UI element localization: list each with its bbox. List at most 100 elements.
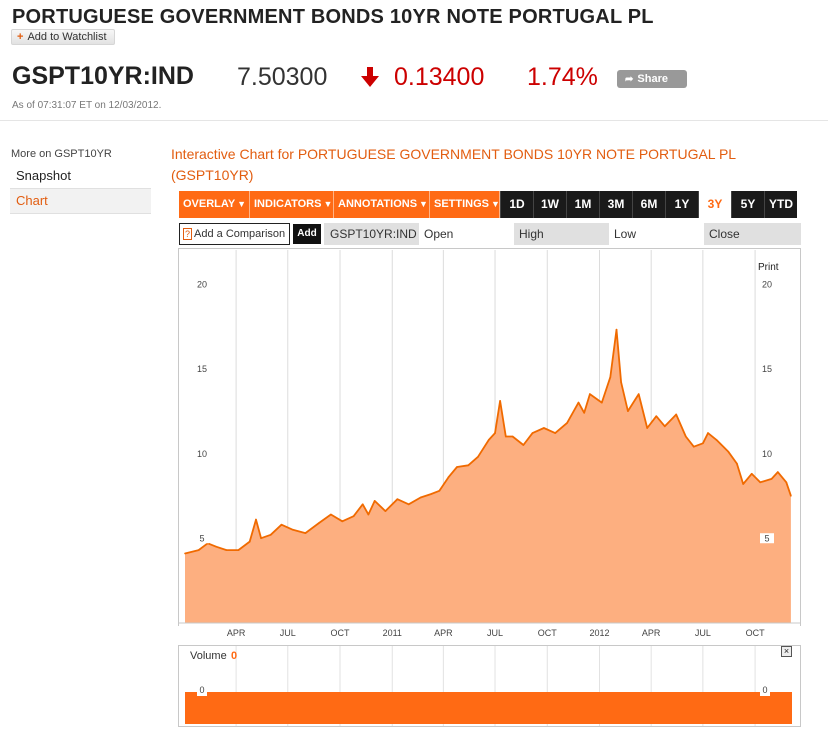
data-point [566,422,568,424]
data-point [637,393,640,395]
overlay-menu[interactable]: OVERLAY ▼ [179,191,250,218]
add-to-watchlist-button[interactable]: + Add to Watchlist [11,29,115,45]
data-point [341,520,344,523]
caret-down-icon: ▼ [491,199,500,209]
page-title: PORTUGUESE GOVERNMENT BONDS 10YR NOTE PO… [12,6,654,28]
data-point [260,537,262,540]
data-point [505,435,507,438]
comparison-symbol: GSPT10YR:IND [324,223,419,245]
y-tick-bg [760,363,774,374]
data-point [456,466,458,468]
y-tick-bg [195,278,209,289]
data-point [237,549,240,551]
share-arrow-icon: ➦ [625,74,634,85]
data-point [304,532,307,534]
volume-tick-label: 0 [199,685,204,695]
volume-tick-label: 0 [762,685,767,695]
data-point [407,503,410,506]
print-link[interactable]: Print [758,262,779,273]
range-1w[interactable]: 1W [533,191,566,218]
chart-toolbar: OVERLAY ▼ INDICATORS ▼ ANNOTATIONS ▼ SETTIN… [179,191,797,218]
caret-down-icon: ▼ [323,199,333,209]
data-point [742,483,744,485]
y-tick-label: 20 [197,279,207,289]
range-5y[interactable]: 5Y [731,191,764,218]
sidebar-item-chart[interactable]: Chart [10,189,151,214]
sidebar-item-snapshot[interactable]: Snapshot [10,164,151,189]
add-comparison-button[interactable]: Add [293,224,321,244]
settings-menu[interactable]: SETTINGS ▼ [430,191,500,218]
sidebar-heading: More on GSPT10YR [11,148,112,160]
volume-value: 0 [231,650,238,662]
y-tick-label: 10 [197,449,207,459]
y-tick-bg [195,363,209,374]
data-point [750,473,753,475]
y-tick-label: 5 [199,534,204,544]
data-point [352,515,355,517]
range-6m[interactable]: 6M [632,191,665,218]
comparison-placeholder: Add a Comparison [194,228,286,240]
data-point [777,471,779,473]
data-point [577,401,580,404]
data-point [499,400,501,402]
data-point [692,445,695,448]
last-price: 7.50300 [237,63,328,91]
y-tick-label: 15 [197,364,207,374]
data-point [184,552,186,555]
data-point [790,495,792,497]
share-button[interactable]: ➦ Share [617,70,687,88]
data-point [554,432,557,434]
annotations-label: ANNOTATIONS [338,198,418,210]
x-tick-label: OCT [538,628,558,638]
data-point [477,456,479,458]
volume-tick-bg [197,685,207,696]
data-point [715,439,718,441]
range-1d[interactable]: 1D [500,191,533,218]
percent-change: 1.74% [527,63,598,91]
data-point [430,493,432,495]
data-point [318,522,320,524]
data-point [361,503,364,506]
data-point [615,328,618,331]
data-point [707,432,709,434]
open-label: Open [424,227,454,241]
data-point [255,518,257,521]
data-point [487,439,490,441]
comparison-row: ? Add a Comparison Add GSPT10YR:IND Open … [179,223,801,245]
data-point [727,450,730,453]
volume-label: Volume [190,650,227,662]
data-point [225,549,228,551]
data-point [215,545,218,548]
data-point [759,481,762,484]
range-1y[interactable]: 1Y [665,191,698,218]
data-point [373,500,376,502]
caret-down-icon: ▼ [237,199,247,209]
close-label: Close [704,223,801,245]
indicators-menu[interactable]: INDICATORS ▼ [250,191,334,218]
range-ytd[interactable]: YTD [764,191,797,218]
data-point [330,513,332,516]
low-label: Low [614,227,637,241]
data-point [589,393,591,395]
data-point [600,401,603,404]
series-area [185,329,791,623]
data-point [646,427,649,429]
range-1m[interactable]: 1M [566,191,599,218]
y-tick-label: 10 [762,449,772,459]
share-label: Share [637,73,668,85]
data-point [609,376,612,378]
comparison-input[interactable]: ? Add a Comparison [179,223,290,245]
x-tick-label: APR [642,628,661,638]
price-chart[interactable]: 5 5 10 10 15 15 20 20 APR JUL OCT 2011 APR JUL OCT 2012… [178,248,801,648]
close-volume-icon[interactable]: × [781,646,792,657]
data-point [543,427,545,429]
y-tick-label: 20 [762,279,772,289]
range-3y[interactable]: 3Y [698,191,731,218]
caret-down-icon: ▼ [419,199,428,209]
data-point [675,413,677,416]
range-3m[interactable]: 3M [599,191,632,218]
help-icon[interactable]: ? [183,228,193,240]
annotations-menu[interactable]: ANNOTATIONS ▼ [334,191,430,218]
volume-panel [178,645,801,727]
